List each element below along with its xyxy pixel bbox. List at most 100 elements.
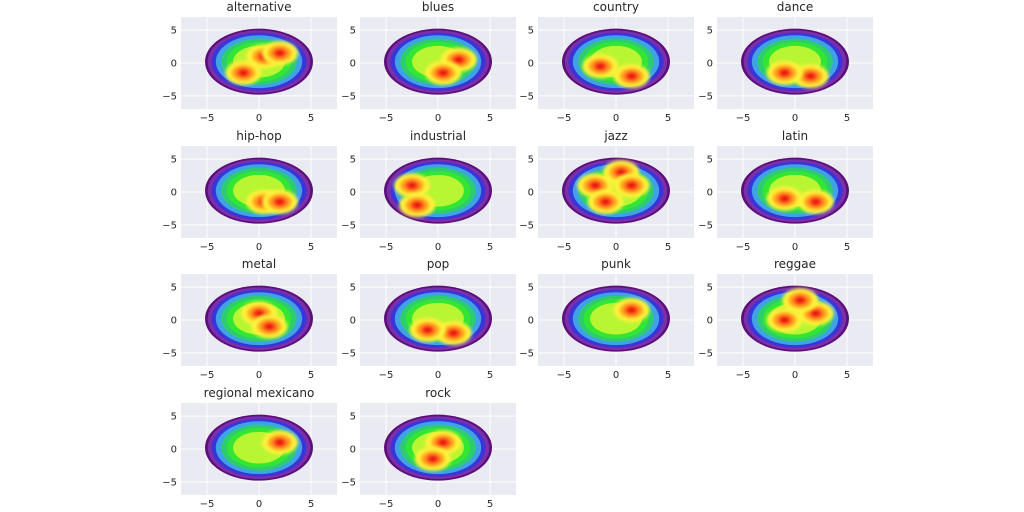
x-tick-label: 0 [435,242,441,253]
x-tick-label: −5 [557,370,572,381]
subplot-blues: blues −5 0 5 5 0 −5 [341,0,516,124]
x-tick-label: 5 [665,370,671,381]
x-tick-label: −5 [736,113,751,124]
x-tick-label: 5 [308,242,314,253]
y-tick-label: 0 [350,188,356,199]
subplot-title: jazz [603,129,627,143]
x-tick-label: −5 [379,499,394,510]
y-tick-label: −5 [519,220,534,231]
y-tick-label: 5 [350,412,356,423]
y-tick-label: −5 [341,477,356,488]
x-tick-label: −5 [379,370,394,381]
y-tick-label: 5 [707,155,713,166]
subplot-alternative: alternative −5 0 5 5 0 −5 [162,0,337,124]
subplot-title: metal [242,257,276,271]
subplot-regional-mexicano: regional mexicano −5 0 5 5 0 −5 [162,386,337,510]
y-tick-label: 0 [171,188,177,199]
subplot-industrial: industrial −5 0 5 5 0 −5 [341,129,516,253]
density-hotspot [613,64,650,89]
density-hotspot [613,173,650,198]
subplot-title: industrial [410,129,466,143]
subplot-title: blues [422,0,454,14]
subplot-punk: punk −5 0 5 5 0 −5 [519,257,694,381]
y-tick-label: 5 [171,283,177,294]
x-tick-label: 0 [435,113,441,124]
x-tick-label: 5 [487,113,493,124]
x-tick-label: 5 [487,499,493,510]
y-tick-label: −5 [162,220,177,231]
y-tick-label: 5 [171,26,177,37]
y-tick-label: 5 [350,283,356,294]
subplot-pop: pop −5 0 5 5 0 −5 [341,257,516,381]
x-tick-label: 0 [256,113,262,124]
subplot-title: latin [782,129,808,143]
y-tick-label: −5 [341,220,356,231]
y-tick-label: 0 [528,316,534,327]
density-hotspot [582,54,619,79]
x-tick-label: 0 [435,499,441,510]
density-hotspot [225,60,262,85]
subplot-dance: dance −5 0 5 5 0 −5 [698,0,873,124]
subplot-rock: rock −5 0 5 5 0 −5 [341,386,516,510]
density-hotspot [251,314,288,339]
subplot-title: reggae [774,257,816,271]
subplot-title: alternative [227,0,292,14]
x-tick-label: −5 [200,242,215,253]
density-hotspot [399,193,436,218]
y-tick-label: 5 [528,26,534,37]
x-tick-label: −5 [379,242,394,253]
subplot-title: pop [427,257,450,271]
subplot-title: regional mexicano [204,386,315,400]
density-hotspot [587,189,624,214]
x-tick-label: 5 [487,370,493,381]
x-tick-label: −5 [736,242,751,253]
y-tick-label: −5 [341,348,356,359]
density-hotspot [261,189,298,214]
x-tick-label: 0 [792,113,798,124]
subplot-country: country −5 0 5 5 0 −5 [519,0,694,124]
y-tick-label: 0 [350,445,356,456]
y-tick-label: −5 [698,348,713,359]
y-tick-label: 5 [528,283,534,294]
x-tick-label: 0 [256,242,262,253]
y-tick-label: −5 [162,477,177,488]
density-hotspot [409,317,446,342]
density-hotspot [766,186,803,211]
density-hotspot [766,60,803,85]
x-tick-label: 5 [487,242,493,253]
subplot-title: country [593,0,639,14]
subplot-jazz: jazz −5 0 5 5 0 −5 [519,129,694,253]
y-tick-label: −5 [519,348,534,359]
y-tick-label: 5 [707,283,713,294]
subplot-hip-hop: hip-hop −5 0 5 5 0 −5 [162,129,337,253]
y-tick-label: 0 [528,188,534,199]
y-tick-label: 5 [350,155,356,166]
density-hotspot [425,430,462,455]
y-tick-label: 0 [707,188,713,199]
y-tick-label: −5 [162,348,177,359]
y-tick-label: 0 [350,316,356,327]
y-tick-label: 5 [707,26,713,37]
x-tick-label: 5 [844,113,850,124]
x-tick-label: 0 [256,370,262,381]
density-hotspot [261,430,298,455]
subplot-title: dance [777,0,814,14]
x-tick-label: 0 [613,113,619,124]
density-hotspot [261,41,298,66]
x-tick-label: 0 [613,242,619,253]
x-tick-label: 5 [308,113,314,124]
y-tick-label: 0 [707,59,713,70]
x-tick-label: −5 [200,499,215,510]
density-hotspot [425,60,462,85]
y-tick-label: 0 [528,59,534,70]
subplot-latin: latin −5 0 5 5 0 −5 [698,129,873,253]
x-tick-label: −5 [379,113,394,124]
y-tick-label: 0 [171,445,177,456]
y-tick-label: −5 [162,91,177,102]
x-tick-label: 0 [792,242,798,253]
x-tick-label: 0 [792,370,798,381]
y-tick-label: −5 [341,91,356,102]
x-tick-label: −5 [557,242,572,253]
density-hotspot [613,298,650,323]
